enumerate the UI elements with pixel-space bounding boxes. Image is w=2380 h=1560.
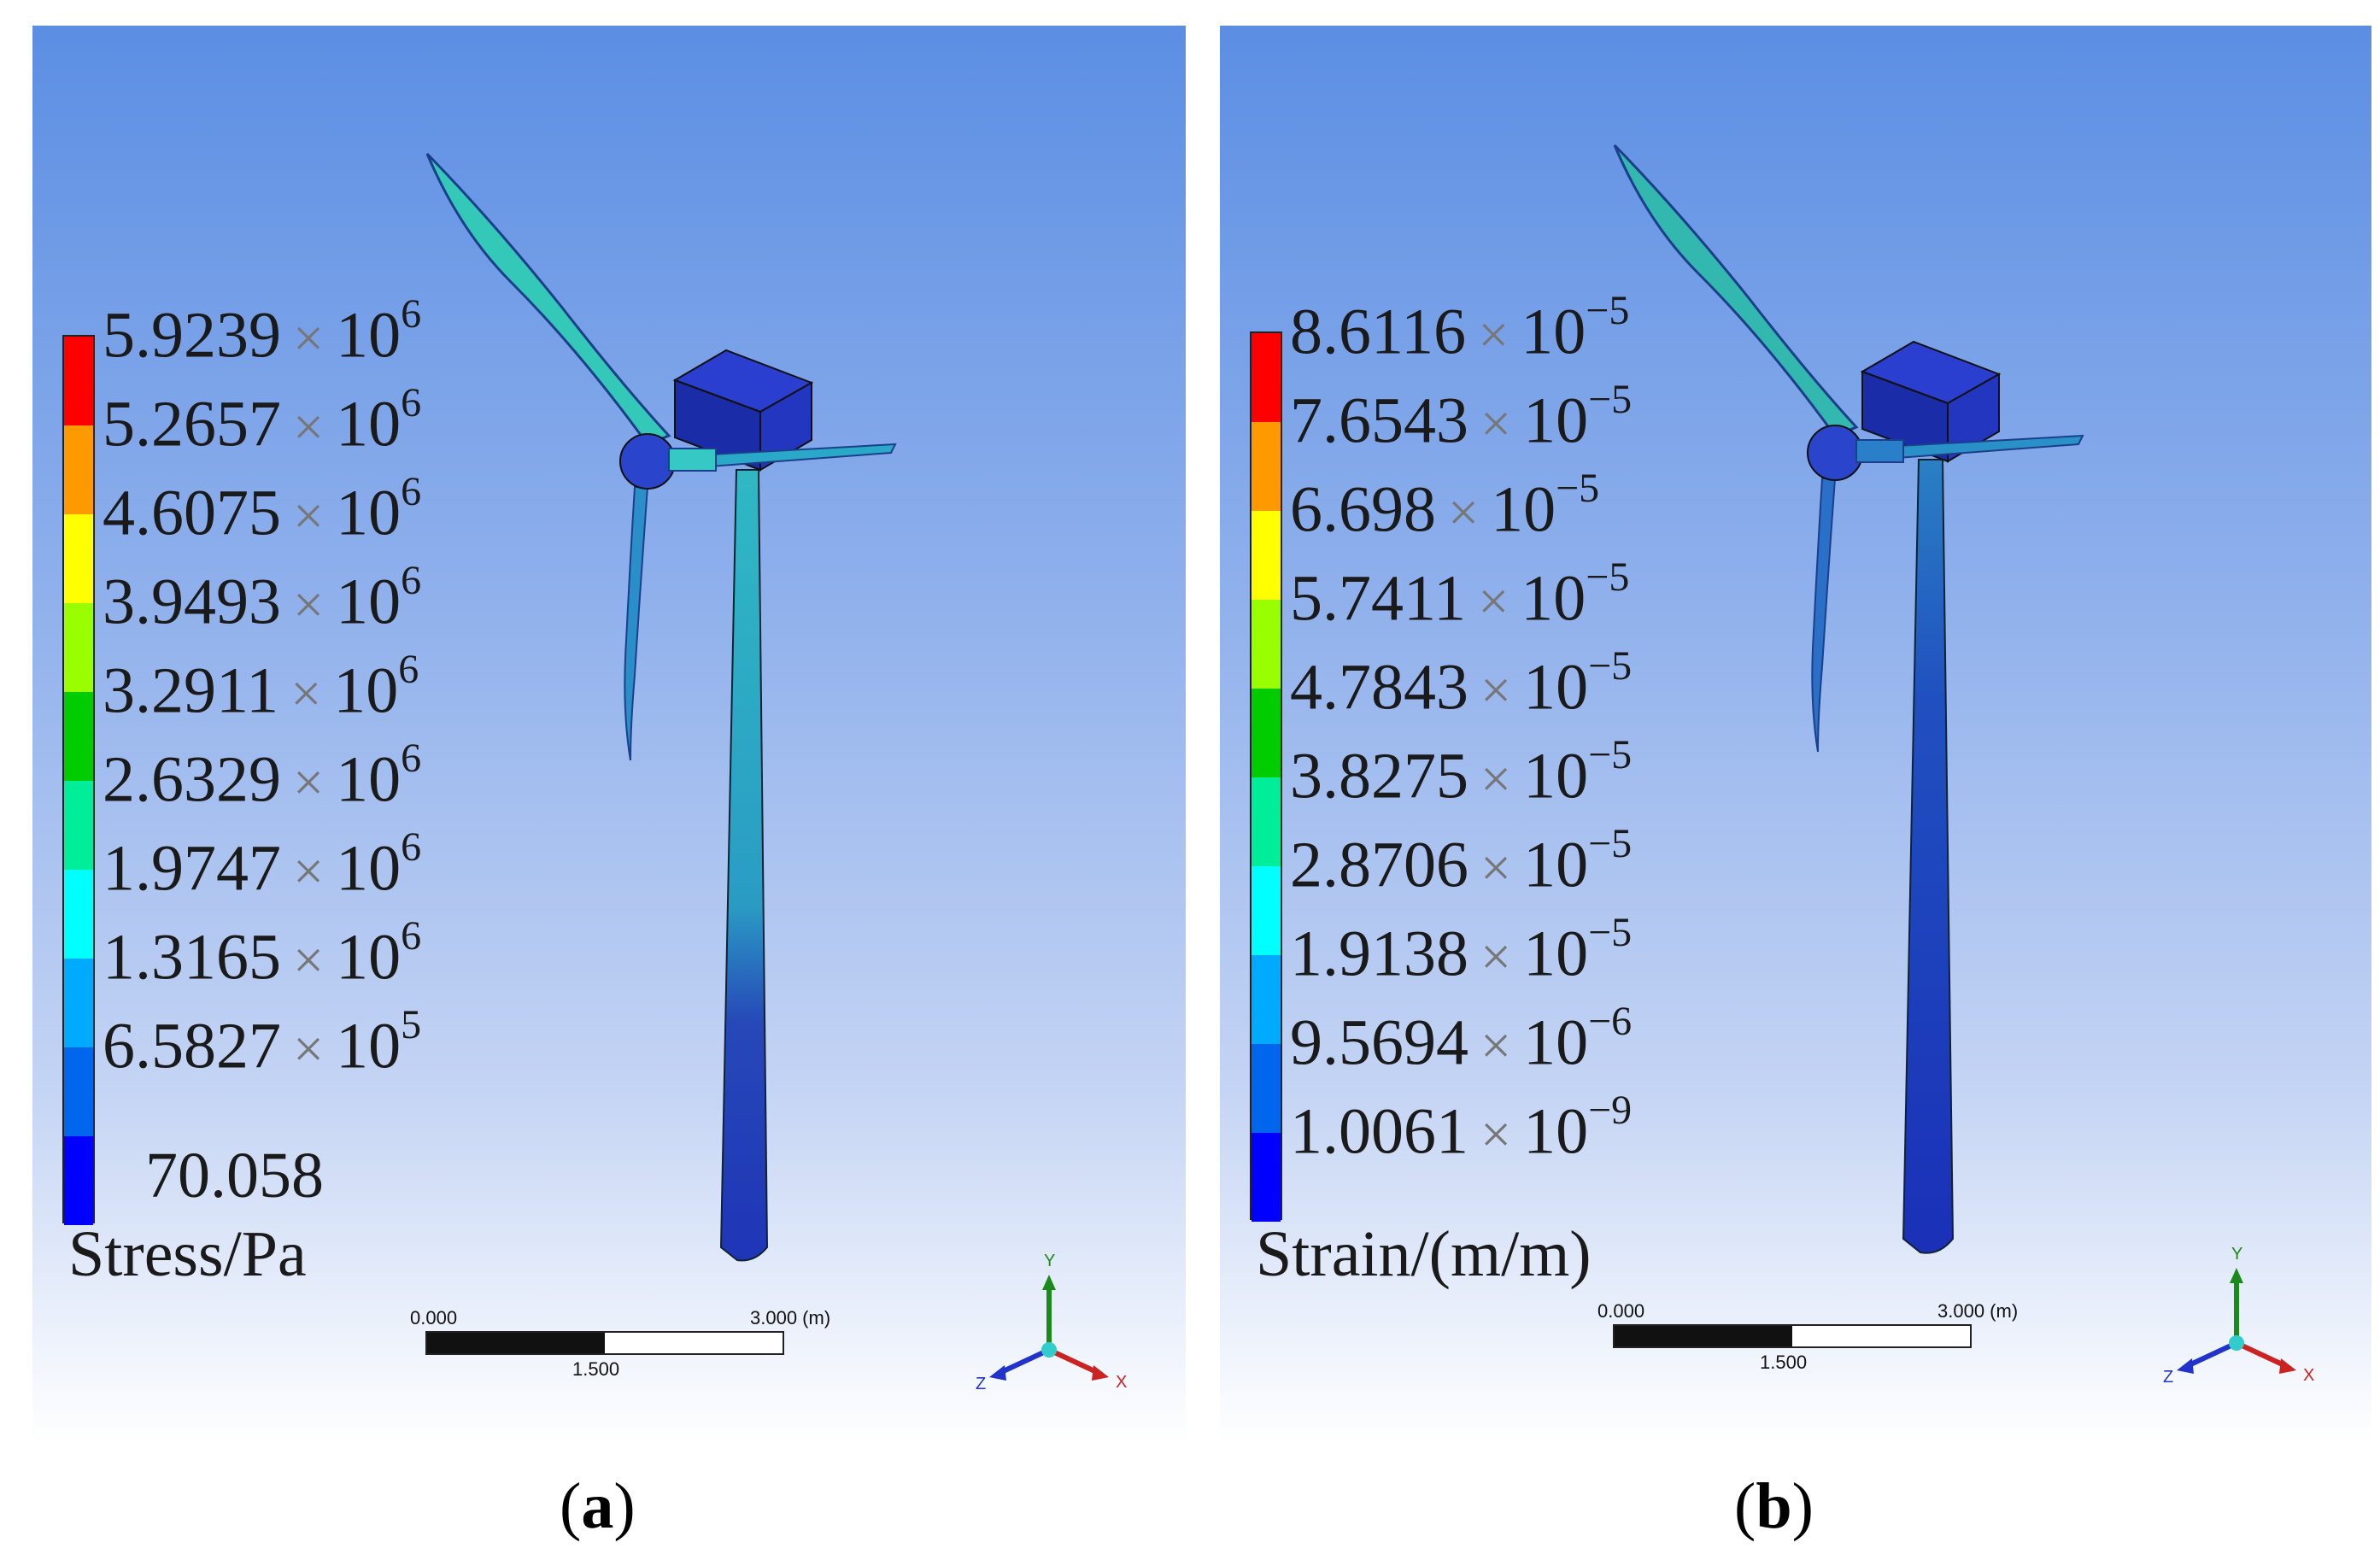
legend-tick-label: 6.698 × 10−5 — [1290, 466, 1600, 546]
shaft — [1855, 439, 1904, 463]
scale-start-label: 0.000 — [410, 1307, 458, 1328]
nacelle — [672, 349, 814, 472]
blade-lower — [624, 486, 649, 761]
shaft — [668, 448, 717, 472]
x-axis-label: X — [1116, 1373, 1127, 1392]
scale-end-label: 3.000 (m) — [750, 1307, 831, 1328]
legend-tick-label: 8.6116 × 10−5 — [1290, 288, 1630, 368]
quantity-label: Strain/(m/m) — [1256, 1218, 1592, 1290]
scale-bar-track — [425, 1331, 784, 1355]
nacelle — [1860, 340, 2002, 463]
color-bar — [1250, 331, 1282, 1222]
scale-start-label: 0.000 — [1597, 1300, 1645, 1322]
legend-tick-label: 5.9239 × 106 — [103, 291, 422, 372]
legend-tick-label: 4.6075 × 106 — [103, 469, 422, 549]
legend-tick-label: 3.9493 × 106 — [103, 558, 422, 638]
color-bar-segment — [1252, 511, 1281, 600]
color-bar-segment — [1252, 955, 1281, 1044]
color-bar-segment — [64, 1136, 93, 1225]
hub — [1807, 425, 1863, 481]
legend-tick-label: 1.0061 × 10−9 — [1290, 1088, 1633, 1168]
legend-tick-label: 3.8275 × 10−5 — [1290, 732, 1633, 812]
axis-triad: Y X Z — [976, 1252, 1127, 1393]
color-bar-segment — [1252, 1133, 1281, 1222]
legend-tick-label: 2.6329 × 106 — [103, 736, 422, 816]
tower — [1902, 459, 1955, 1254]
color-bar-segment — [1252, 1044, 1281, 1133]
wind-turbine-model — [1613, 144, 2084, 1254]
blade-lower — [1811, 478, 1837, 753]
scale-mid-label: 1.500 — [1760, 1352, 1808, 1373]
legend-tick-label: 5.7411 × 10−5 — [1290, 554, 1630, 635]
legend-tick-label: 9.5694 × 10−6 — [1290, 999, 1633, 1079]
y-axis-label: Y — [2231, 1245, 2242, 1264]
color-bar-segment — [64, 425, 93, 514]
y-axis-label: Y — [1044, 1252, 1055, 1270]
legend-tick-label: 6.5827 × 105 — [103, 1002, 422, 1082]
color-bar-segment — [64, 603, 93, 692]
legend-tick-label: 2.8706 × 10−5 — [1290, 821, 1633, 901]
caption-a: (a) — [560, 1470, 636, 1542]
blade-upper — [1613, 144, 1859, 437]
legend-tick-label: 7.6543 × 10−5 — [1290, 377, 1633, 457]
color-bar-segment — [64, 959, 93, 1047]
legend-tick-label: 1.9138 × 10−5 — [1290, 910, 1633, 990]
caption-b: (b) — [1734, 1470, 1814, 1542]
color-bar-segment — [64, 870, 93, 959]
legend-tick-label: 1.3165 × 106 — [103, 913, 422, 994]
color-bar-segment — [1252, 422, 1281, 511]
legend-tick-label: 70.058 — [145, 1140, 324, 1211]
scale-bar-track — [1613, 1324, 1972, 1348]
strain-contour-panel: 8.6116 × 10−5 7.6543 × 10−5 6.698 × 10−5 5.7411 × 1… — [1220, 26, 2371, 1444]
quantity-label: Stress/Pa — [68, 1218, 307, 1290]
legend-tick-label: 4.7843 × 10−5 — [1290, 643, 1633, 724]
legend-tick-label: 1.9747 × 106 — [103, 824, 422, 905]
color-bar-segment — [64, 692, 93, 781]
blade-upper — [425, 152, 671, 446]
color-bar-segment — [64, 514, 93, 603]
stress-contour-panel: 5.9239 × 106 5.2657 × 106 4.6075 × 106 3.9493 × 106… — [32, 26, 1186, 1444]
color-bar-segment — [1252, 689, 1281, 777]
scale-end-label: 3.000 (m) — [1937, 1300, 2019, 1322]
legend-tick-label: 3.2911 × 106 — [103, 647, 419, 727]
color-bar-segment — [64, 1047, 93, 1136]
scale-bar: 0.000 3.000 (m) 1.500 — [1597, 1300, 2018, 1373]
color-bar-segment — [1252, 777, 1281, 866]
color-bar-segment — [1252, 866, 1281, 955]
scale-bar: 0.000 3.000 (m) 1.500 — [410, 1307, 830, 1380]
tower — [719, 469, 769, 1262]
color-bar-segment — [64, 337, 93, 425]
color-bar-segment — [1252, 333, 1281, 422]
color-bar — [62, 335, 95, 1225]
axis-triad: Y X Z — [2163, 1245, 2314, 1386]
x-axis-label: X — [2303, 1366, 2314, 1385]
z-axis-label: Z — [2163, 1368, 2173, 1386]
scale-mid-label: 1.500 — [572, 1358, 620, 1380]
hub — [619, 433, 676, 490]
color-bar-segment — [1252, 600, 1281, 689]
legend-tick-label: 5.2657 × 106 — [103, 380, 422, 460]
color-bar-segment — [64, 781, 93, 870]
z-axis-label: Z — [976, 1375, 986, 1393]
wind-turbine-model — [425, 152, 897, 1262]
